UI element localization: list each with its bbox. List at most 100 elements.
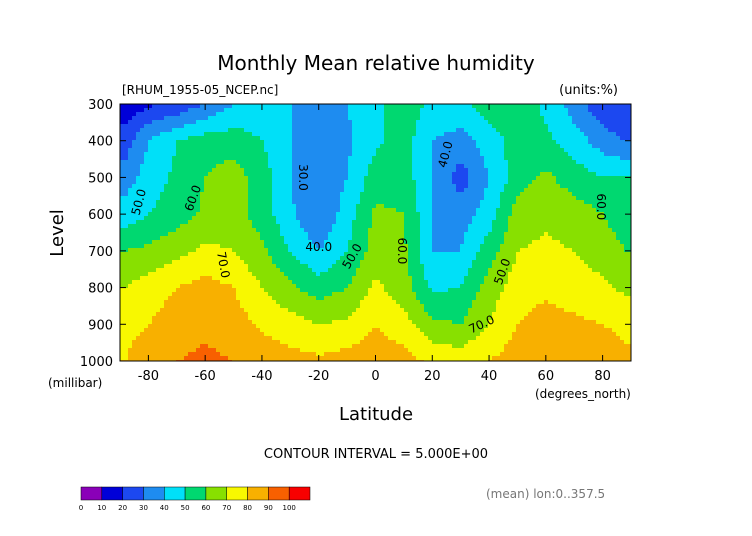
- heat-cell: [420, 244, 425, 249]
- heat-cell: [320, 144, 325, 149]
- heat-cell: [352, 212, 357, 217]
- heat-cell: [424, 108, 429, 113]
- heat-cell: [292, 152, 297, 157]
- heat-cell: [400, 144, 405, 149]
- heat-cell: [488, 160, 493, 165]
- heat-cell: [504, 120, 509, 125]
- heat-cell: [552, 176, 557, 181]
- heat-cell: [360, 116, 365, 121]
- heat-cell: [316, 156, 321, 161]
- heat-cell: [328, 156, 333, 161]
- heat-cell: [456, 140, 461, 145]
- heat-cell: [404, 124, 409, 129]
- heat-cell: [256, 208, 261, 213]
- heat-cell: [396, 164, 401, 169]
- heat-cell: [196, 128, 201, 133]
- heat-cell: [396, 112, 401, 117]
- heat-cell: [564, 220, 569, 225]
- heat-cell: [348, 128, 353, 133]
- heat-cell: [136, 232, 141, 237]
- heat-cell: [124, 200, 129, 205]
- heat-cell: [472, 200, 477, 205]
- heat-cell: [496, 232, 501, 237]
- heat-cell: [484, 232, 489, 237]
- heat-cell: [256, 192, 261, 197]
- heat-cell: [580, 140, 585, 145]
- heat-cell: [152, 116, 157, 121]
- heat-cell: [416, 232, 421, 237]
- heat-cell: [228, 240, 233, 245]
- heat-cell: [564, 196, 569, 201]
- heat-cell: [508, 148, 513, 153]
- heat-cell: [620, 132, 625, 137]
- heat-cell: [168, 132, 173, 137]
- heat-cell: [316, 168, 321, 173]
- heat-cell: [224, 208, 229, 213]
- heat-cell: [308, 164, 313, 169]
- heat-cell: [172, 120, 177, 125]
- heat-cell: [520, 164, 525, 169]
- heat-cell: [332, 188, 337, 193]
- heat-cell: [556, 152, 561, 157]
- heat-cell: [312, 168, 317, 173]
- heat-cell: [436, 124, 441, 129]
- heat-cell: [136, 208, 141, 213]
- heat-cell: [136, 164, 141, 169]
- heat-cell: [448, 160, 453, 165]
- heat-cell: [560, 248, 565, 253]
- heat-cell: [140, 228, 145, 233]
- heat-cell: [568, 204, 573, 209]
- heat-cell: [320, 140, 325, 145]
- heat-cell: [372, 136, 377, 141]
- heat-cell: [312, 176, 317, 181]
- heat-cell: [184, 200, 189, 205]
- heat-cell: [484, 104, 489, 109]
- heat-cell: [136, 184, 141, 189]
- heat-cell: [292, 188, 297, 193]
- heat-cell: [276, 128, 281, 133]
- heat-cell: [376, 152, 381, 157]
- heat-cell: [224, 248, 229, 253]
- heat-cell: [496, 104, 501, 109]
- heat-cell: [364, 236, 369, 241]
- heat-cell: [360, 160, 365, 165]
- heat-cell: [224, 184, 229, 189]
- heat-cell: [396, 172, 401, 177]
- heat-cell: [376, 128, 381, 133]
- heat-cell: [356, 232, 361, 237]
- heat-cell: [128, 204, 133, 209]
- heat-cell: [268, 252, 273, 257]
- heat-cell: [548, 188, 553, 193]
- heat-cell: [420, 160, 425, 165]
- heat-cell: [320, 124, 325, 129]
- heat-cell: [380, 164, 385, 169]
- heat-cell: [136, 196, 141, 201]
- heat-cell: [436, 208, 441, 213]
- heat-cell: [608, 208, 613, 213]
- heat-cell: [456, 104, 461, 109]
- heat-cell: [380, 184, 385, 189]
- heat-cell: [120, 108, 125, 113]
- heat-cell: [628, 148, 631, 153]
- heat-cell: [284, 108, 289, 113]
- heat-cell: [428, 200, 433, 205]
- heat-cell: [120, 228, 125, 233]
- heat-cell: [204, 112, 209, 117]
- heat-cell: [284, 116, 289, 121]
- heat-cell: [420, 164, 425, 169]
- heat-cell: [248, 192, 253, 197]
- heat-cell: [196, 160, 201, 165]
- heat-cell: [152, 124, 157, 129]
- heat-cell: [196, 244, 201, 249]
- heat-cell: [132, 256, 137, 261]
- heat-cell: [348, 140, 353, 145]
- heat-cell: [592, 140, 597, 145]
- heat-cell: [136, 192, 141, 197]
- heat-cell: [324, 108, 329, 113]
- heat-cell: [352, 236, 357, 241]
- heat-cell: [392, 248, 397, 253]
- heat-cell: [168, 112, 173, 117]
- heat-cell: [128, 148, 133, 153]
- heat-cell: [128, 144, 133, 149]
- heat-cell: [504, 188, 509, 193]
